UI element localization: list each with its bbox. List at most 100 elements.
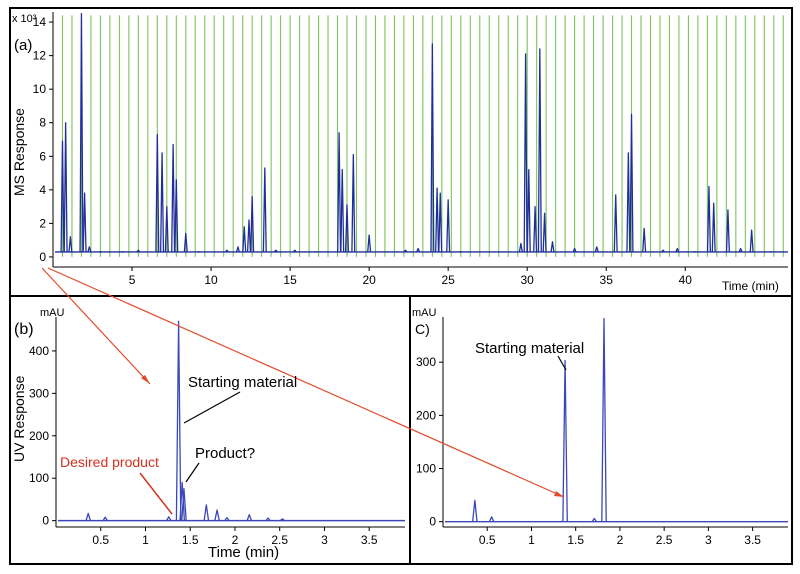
peak: [526, 169, 531, 252]
peak: [416, 247, 421, 253]
peak: [591, 517, 598, 523]
peak: [340, 169, 345, 252]
x-tick-label: 2.5: [271, 533, 288, 547]
peak: [488, 516, 495, 522]
peak: [430, 43, 435, 252]
peak: [82, 192, 87, 252]
y-tick-label: 8: [39, 116, 46, 130]
y-tick-label: 10: [33, 82, 47, 96]
peak: [175, 320, 182, 521]
peak: [367, 234, 372, 252]
peak: [572, 247, 577, 253]
peak: [523, 53, 528, 252]
peak: [155, 133, 160, 252]
peak: [183, 232, 188, 252]
peak: [179, 481, 186, 521]
peak: [344, 204, 350, 252]
x-tick-label: 2.5: [656, 533, 673, 547]
peak: [471, 499, 478, 522]
y-tick-label: 300: [29, 386, 49, 400]
panel-c-label: C): [415, 321, 430, 337]
peak: [738, 247, 743, 253]
annotation-starting-material-b: Starting material: [188, 374, 297, 391]
x-tick-label: 30: [521, 273, 535, 287]
leader-starting-material-b: [183, 391, 241, 424]
peak: [273, 249, 278, 253]
panel-c-plot: 0 100 200 300 0.5 1 1.5 2 2.5 3 3.5: [416, 317, 788, 547]
peak: [537, 48, 542, 252]
y-tick-label: 0: [42, 514, 49, 528]
x-tick-label: 1.5: [567, 533, 584, 547]
arrow-to-b: [41, 267, 151, 385]
leader-starting-material-c: [557, 355, 567, 371]
peak: [518, 242, 523, 253]
peak: [446, 199, 451, 252]
x-tick-label: 40: [679, 273, 693, 287]
panel-b-xlabel: Time (min): [208, 544, 279, 561]
arrow-to-c-head: [554, 491, 564, 497]
peak: [711, 202, 716, 252]
panel-a-label: (a): [14, 37, 32, 54]
peak: [250, 195, 255, 252]
y-tick-label: 2: [39, 216, 46, 230]
y-tick-label: 12: [33, 49, 47, 63]
peak: [542, 212, 547, 252]
x-tick-label: 2: [232, 533, 239, 547]
peak: [706, 185, 712, 252]
annotation-desired-product: Desired product: [60, 454, 159, 470]
peak: [629, 113, 634, 252]
x-tick-label: 0.5: [92, 533, 109, 547]
peak: [63, 122, 68, 252]
peak: [246, 219, 252, 252]
peak: [661, 249, 666, 253]
peak: [626, 152, 631, 252]
peak: [214, 509, 220, 521]
x-tick-label: 0.5: [479, 533, 496, 547]
peak: [87, 246, 92, 253]
x-tick-label: 3: [321, 533, 328, 547]
arrow-to-b-head: [141, 375, 150, 384]
y-tick-label: 0: [39, 250, 46, 264]
x-tick-label: 20: [362, 273, 376, 287]
peak: [749, 229, 754, 252]
x-tick-label: 35: [600, 273, 614, 287]
x-tick-label: 1.5: [182, 533, 199, 547]
peak: [174, 179, 179, 252]
panel-c-unit: mAU: [412, 307, 437, 319]
x-tick-label: 5: [129, 273, 136, 287]
y-tick-label: 6: [39, 149, 46, 163]
peak: [224, 249, 229, 253]
annotation-starting-material-c: Starting material: [475, 340, 584, 357]
x-tick-label: 10: [204, 273, 218, 287]
x-tick-label: 1: [142, 533, 149, 547]
panel-a-frame: [9, 7, 793, 297]
y-tick-label: 200: [416, 408, 436, 422]
arrow-to-c: [47, 267, 565, 498]
peak: [136, 249, 141, 253]
y-tick-label: 100: [416, 462, 436, 476]
panel-a-ylabel: MS Response: [11, 108, 27, 196]
panel-b-ylabel: UV Response: [11, 375, 27, 462]
peak: [203, 504, 210, 521]
peak: [613, 194, 618, 252]
y-tick-label: 100: [29, 471, 49, 485]
peak: [438, 192, 443, 252]
annotation-product-question: Product?: [195, 445, 255, 462]
y-tick-label: 300: [416, 355, 436, 369]
y-tick-label: 400: [29, 344, 49, 358]
peak: [262, 167, 267, 252]
y-tick-label: 4: [39, 183, 46, 197]
panel-c-frame: [409, 295, 793, 565]
peak: [265, 517, 271, 522]
peak: [85, 512, 92, 521]
y-tick-label: 0: [429, 515, 436, 529]
peak: [102, 516, 108, 521]
x-tick-label: 25: [441, 273, 455, 287]
peak: [224, 517, 230, 522]
panel-a-multiplier: x 10³: [12, 13, 37, 25]
peak: [164, 205, 169, 252]
peak: [292, 249, 297, 253]
panel-b-label: (b): [14, 321, 34, 338]
peak: [68, 236, 73, 252]
